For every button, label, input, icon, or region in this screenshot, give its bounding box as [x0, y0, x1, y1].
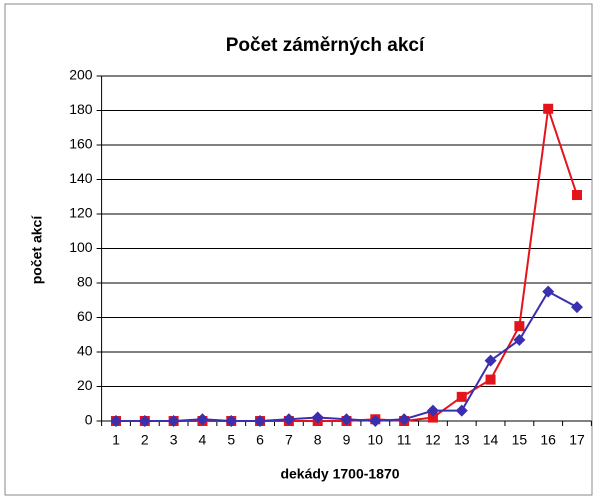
point	[427, 412, 438, 423]
x-tick-label: 13	[454, 432, 470, 448]
x-tick-label: 1	[112, 432, 120, 448]
point	[485, 374, 496, 385]
x-tick-label: 8	[314, 432, 322, 448]
y-tick-label: 140	[69, 170, 93, 186]
y-tick-label: 200	[69, 67, 93, 83]
y-tick-label: 0	[85, 412, 93, 428]
point	[311, 411, 324, 424]
y-tick-label: 40	[77, 343, 93, 359]
x-axis-label: dekády 1700-1870	[280, 466, 399, 482]
y-tick-label: 20	[77, 377, 93, 393]
point	[110, 415, 123, 427]
point	[167, 415, 180, 427]
point	[542, 285, 555, 298]
x-tick-label: 4	[199, 432, 207, 448]
x-tick-label: 6	[256, 432, 264, 448]
chart-title: Počet záměrných akcí	[226, 35, 425, 56]
y-tick-label: 160	[69, 136, 93, 152]
point	[196, 413, 209, 426]
point	[543, 103, 554, 114]
point	[138, 415, 151, 427]
x-tick-label: 9	[343, 432, 351, 448]
point	[514, 321, 525, 332]
point	[340, 413, 353, 426]
point	[455, 404, 468, 417]
x-tick-label: 10	[368, 432, 384, 448]
point	[398, 413, 411, 426]
x-tick-label: 7	[285, 432, 293, 448]
point	[513, 333, 526, 346]
y-tick-label: 120	[69, 205, 93, 221]
point	[484, 354, 497, 367]
y-tick-label: 100	[69, 239, 93, 255]
point	[570, 301, 583, 314]
point	[571, 190, 582, 201]
x-tick-label: 2	[141, 432, 149, 448]
y-tick-label: 80	[77, 274, 93, 290]
x-tick-label: 12	[425, 432, 441, 448]
x-tick-label: 15	[512, 432, 528, 448]
x-tick-label: 17	[569, 432, 585, 448]
point	[254, 415, 267, 427]
point	[456, 391, 467, 402]
y-axis-label: počet akcí	[29, 215, 45, 285]
y-tick-label: 180	[69, 101, 93, 117]
x-tick-label: 16	[540, 432, 556, 448]
x-tick-label: 3	[170, 432, 178, 448]
point	[426, 404, 439, 417]
point	[369, 415, 382, 427]
point	[225, 415, 238, 427]
x-tick-label: 11	[397, 432, 412, 448]
chart-frame	[4, 3, 593, 496]
x-tick-label: 5	[227, 432, 235, 448]
x-tick-label: 14	[483, 432, 499, 448]
y-tick-label: 60	[77, 308, 93, 324]
point	[282, 413, 295, 426]
